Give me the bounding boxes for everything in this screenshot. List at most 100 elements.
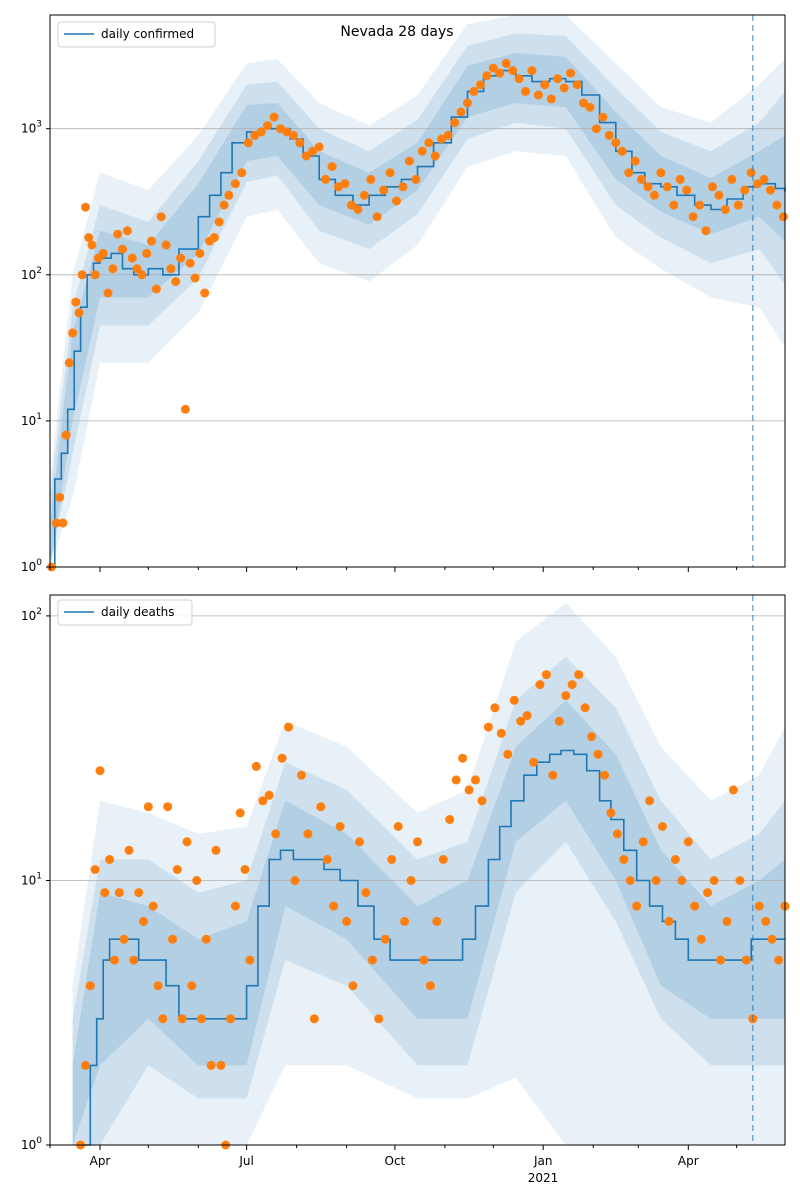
data-point [675, 174, 685, 184]
data-point [393, 822, 403, 831]
data-point [548, 770, 558, 780]
data-point [122, 226, 132, 236]
data-point [490, 703, 500, 713]
data-point [591, 124, 601, 134]
data-point [398, 182, 408, 192]
data-point [95, 766, 105, 776]
data-point [424, 138, 434, 148]
data-point [81, 202, 90, 212]
data-point [774, 955, 784, 965]
data-point [535, 680, 545, 690]
data-point [182, 837, 192, 847]
data-point [237, 168, 247, 178]
data-point [406, 876, 416, 885]
data-point [656, 168, 666, 178]
data-point [553, 74, 563, 84]
data-point [335, 822, 345, 831]
data-point [124, 845, 134, 855]
data-point [682, 185, 692, 195]
data-point [366, 174, 376, 184]
data-point [372, 212, 382, 222]
data-point [443, 130, 453, 140]
data-point [200, 288, 210, 298]
data-point [168, 934, 177, 944]
deaths-data-points [76, 670, 790, 1150]
data-point [148, 901, 158, 911]
band-mid-area [50, 33, 785, 568]
data-point [740, 185, 750, 195]
data-point [753, 179, 763, 189]
data-point [85, 981, 95, 991]
data-point [201, 934, 211, 944]
y-tick-label: 100 [21, 1136, 42, 1152]
deaths-y-axis: 100 101 102 [21, 607, 50, 1152]
data-point [308, 146, 318, 156]
data-point [709, 876, 719, 885]
data-point [456, 107, 466, 117]
data-point [129, 955, 139, 965]
data-point [139, 916, 148, 926]
data-point [190, 273, 200, 283]
data-point [108, 264, 118, 274]
data-point [379, 185, 389, 195]
data-point [367, 955, 377, 965]
data-point [425, 981, 435, 991]
data-point [508, 66, 518, 76]
data-point [754, 901, 764, 911]
deaths-x-axis: Apr Jul Oct Jan Apr [49, 1145, 738, 1168]
confirmed-data-points [47, 58, 788, 572]
data-point [84, 233, 94, 242]
data-point [471, 775, 480, 785]
data-point [226, 1014, 235, 1024]
data-point [197, 1014, 206, 1024]
data-point [309, 1014, 319, 1024]
data-point [110, 955, 119, 965]
data-point [303, 829, 313, 839]
data-point [464, 785, 474, 795]
data-point [546, 94, 556, 104]
data-point [533, 90, 543, 100]
data-point [778, 212, 788, 222]
data-point [580, 703, 590, 713]
data-point [392, 196, 401, 206]
data-point [598, 112, 608, 122]
data-point [176, 253, 186, 263]
data-point [340, 179, 350, 189]
data-point [516, 716, 526, 726]
data-point [651, 876, 661, 885]
data-point [177, 1014, 187, 1024]
data-point [566, 68, 576, 78]
data-point [329, 901, 339, 911]
data-point [277, 753, 287, 763]
data-point [258, 796, 268, 806]
data-point [488, 63, 498, 73]
data-point [81, 1060, 90, 1070]
data-point [251, 761, 261, 771]
data-point [677, 876, 687, 885]
data-point [643, 182, 653, 192]
data-point [662, 182, 672, 192]
x-year-label: 2021 [528, 1171, 559, 1185]
data-point [284, 722, 294, 732]
data-point [579, 98, 588, 108]
data-point [703, 888, 713, 898]
data-point [346, 200, 356, 210]
data-point [630, 156, 640, 166]
data-point [288, 130, 298, 140]
data-point [483, 722, 493, 732]
data-point [670, 855, 680, 864]
data-point [103, 288, 113, 298]
data-point [438, 855, 448, 864]
data-point [708, 182, 717, 192]
data-point [664, 916, 674, 926]
y-tick-label: 103 [21, 120, 42, 136]
data-point [541, 670, 551, 680]
deaths-axes-frame [49, 594, 786, 1146]
data-point [767, 934, 777, 944]
x-tick-label: Apr [678, 1154, 699, 1168]
data-point [105, 855, 115, 864]
data-point [559, 83, 569, 93]
data-point [728, 785, 738, 795]
data-point [604, 130, 614, 140]
